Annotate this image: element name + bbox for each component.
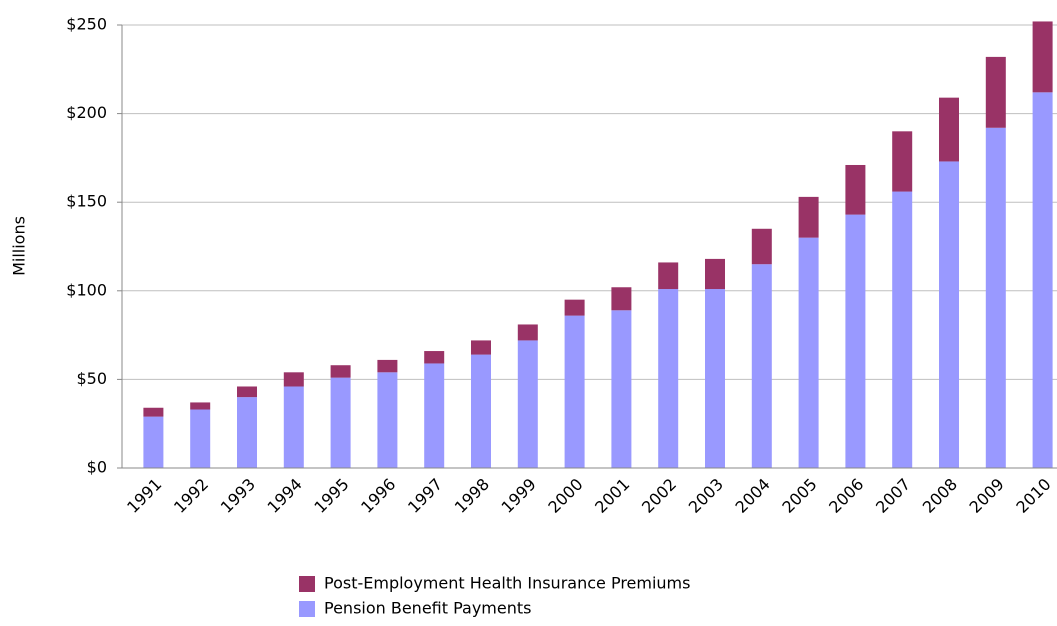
- bar-segment: [798, 196, 819, 238]
- x-tick-label: 1998: [451, 475, 493, 517]
- bar-segment: [705, 289, 725, 468]
- x-tick-label: 1991: [123, 475, 165, 517]
- bar-segment: [1032, 92, 1053, 468]
- bar-segment: [143, 416, 164, 468]
- x-tick-label: 2007: [872, 475, 914, 517]
- y-tick-label: $250: [66, 15, 107, 34]
- bar-segment: [751, 228, 772, 265]
- bar-segment: [845, 164, 866, 215]
- bar-segment: [330, 377, 351, 468]
- x-tick-label: 2010: [1012, 475, 1054, 517]
- bar-segment: [143, 407, 164, 417]
- x-tick-label: 2003: [685, 475, 727, 517]
- bar-segment: [283, 372, 304, 387]
- bar-segment: [892, 131, 913, 192]
- bar-segment: [471, 340, 491, 355]
- bar-segment: [705, 258, 725, 290]
- y-tick-label: $100: [66, 280, 107, 299]
- legend-swatch: [299, 601, 315, 617]
- x-tick-label: 2005: [778, 475, 820, 517]
- bar-segment: [798, 237, 819, 468]
- bar-segment: [517, 340, 538, 468]
- bar-segment: [237, 397, 257, 468]
- bar-segment: [564, 315, 585, 468]
- x-tick-label: 1999: [498, 475, 540, 517]
- bar-segment: [237, 386, 257, 398]
- bar-segment: [939, 97, 959, 162]
- bar-segment: [517, 324, 538, 341]
- x-tick-label: 2001: [591, 475, 633, 517]
- x-tick-label: 2006: [825, 475, 867, 517]
- bar-segment: [1032, 21, 1053, 93]
- legend-label: Post-Employment Health Insurance Premium…: [324, 574, 690, 593]
- x-tick-label: 1996: [357, 475, 399, 517]
- bar-segment: [330, 365, 351, 378]
- x-tick-label: 2004: [732, 475, 774, 517]
- y-tick-label: $150: [66, 192, 107, 211]
- x-tick-label: 1992: [170, 475, 212, 517]
- legend-swatch: [299, 576, 315, 592]
- y-axis-label: Millions: [10, 216, 29, 276]
- y-tick-label: $50: [76, 369, 107, 388]
- bar-segment: [611, 287, 632, 311]
- bar-segment: [658, 289, 679, 468]
- bar-segment: [377, 359, 398, 373]
- bar-segment: [471, 354, 491, 468]
- y-tick-label: $200: [66, 103, 107, 122]
- x-tick-label: 2009: [966, 475, 1008, 517]
- bar-segment: [611, 310, 632, 468]
- x-tick-label: 1995: [310, 475, 352, 517]
- x-tick-label: 1994: [264, 475, 306, 517]
- bar-segment: [892, 191, 913, 468]
- x-tick-label: 2002: [638, 475, 680, 517]
- bar-segment: [985, 56, 1006, 128]
- bar-segment: [190, 409, 211, 468]
- y-tick-label: $0: [87, 458, 107, 477]
- x-tick-label: 1993: [217, 475, 259, 517]
- x-tick-label: 2000: [544, 475, 586, 517]
- bar-segment: [283, 386, 304, 468]
- bar-segment: [424, 351, 445, 364]
- bar-segment: [377, 372, 398, 468]
- bar-segment: [658, 262, 679, 290]
- bar-segment: [190, 402, 211, 410]
- bar-segment: [939, 161, 959, 468]
- bar-segment: [564, 299, 585, 316]
- bar-segment: [751, 264, 772, 468]
- x-tick-label: 2008: [919, 475, 961, 517]
- bar-segment: [845, 214, 866, 468]
- x-tick-label: 1997: [404, 475, 446, 517]
- bar-segment: [985, 127, 1006, 468]
- legend-label: Pension Benefit Payments: [324, 599, 531, 618]
- bar-segment: [424, 363, 445, 468]
